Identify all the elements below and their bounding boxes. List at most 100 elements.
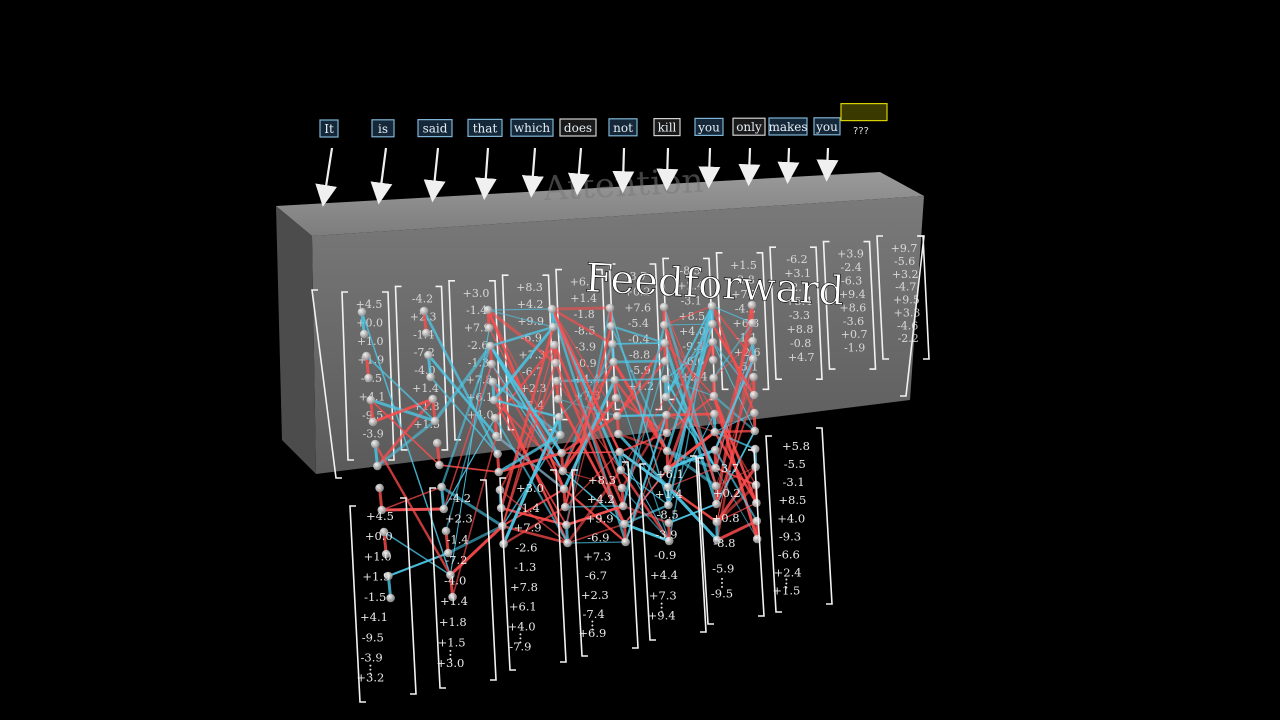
vector-entry: -8.5 [657, 507, 679, 521]
neuron [488, 377, 498, 387]
left-bracket [765, 435, 782, 613]
ff-edge [365, 355, 436, 422]
neuron [750, 444, 760, 454]
ff-edge [381, 486, 442, 511]
ff-edge [490, 363, 565, 490]
left-bracket [341, 291, 354, 461]
input-arrows [315, 147, 839, 207]
vector-entry: +0.8 [712, 511, 740, 525]
ff-edge [614, 378, 666, 381]
neuron [379, 527, 389, 537]
vector-entry: -3.1 [783, 475, 805, 489]
neuron [448, 592, 457, 602]
neuron [614, 429, 623, 439]
left-bracket [394, 285, 408, 451]
vector-entry: -2.7 [788, 281, 809, 294]
ellipsis-dot [591, 624, 594, 627]
token-box [371, 119, 395, 138]
neuron [547, 304, 557, 314]
ff-edge [562, 361, 615, 472]
token-box [694, 117, 724, 137]
ellipsis-dot [519, 641, 522, 644]
neuron [748, 318, 757, 328]
neuron [381, 549, 391, 559]
ff-edge [667, 467, 716, 488]
left-bracket [639, 463, 656, 641]
vector-entry: -3.7 [717, 461, 739, 475]
neuron [484, 323, 494, 333]
ff-edge [616, 360, 667, 417]
vector-entry: +1.0 [357, 335, 384, 348]
vector-entry: +7.7 [731, 288, 758, 301]
ff-edge [503, 506, 566, 545]
left-bracket [769, 246, 782, 380]
neuron [373, 461, 382, 471]
vector-entry: +9.5 [893, 294, 920, 307]
right-bracket [690, 455, 707, 633]
neuron [711, 463, 720, 473]
ff-edge [712, 395, 759, 540]
ellipsis-dot [785, 586, 788, 589]
vector-entry: +8.5 [678, 310, 705, 323]
neuron [747, 300, 757, 310]
ff-edge [712, 341, 756, 432]
ff-edge [666, 485, 719, 542]
vector-entry: +6.1 [509, 600, 537, 614]
neuron [386, 593, 395, 603]
vector-entry: +9.7 [891, 242, 918, 255]
vector-entry: -0.9 [654, 548, 676, 562]
ff-edge [711, 305, 753, 324]
vector-entry: +9.4 [648, 609, 676, 623]
vector-entry: +0.0 [356, 317, 383, 330]
token-text: not [613, 121, 633, 135]
token-box [813, 117, 841, 136]
neuron [752, 516, 762, 526]
left-bracket [349, 505, 366, 703]
upper-vector: +9.7-5.6+3.2-4.7+9.5+3.3-4.6-2.2 [876, 235, 930, 360]
vector-entry: -1.8 [574, 308, 595, 321]
vector-entry: -3.7 [626, 270, 647, 283]
ff-edge [487, 308, 553, 311]
ff-edge [714, 322, 754, 469]
ff-edge [663, 324, 718, 487]
token-box [840, 102, 888, 122]
ff-edge [712, 322, 754, 379]
neuron [375, 483, 384, 493]
vector-entry: +1.9 [362, 570, 390, 584]
right-bracket [756, 252, 770, 391]
token-box [732, 117, 766, 136]
neuron [486, 341, 495, 351]
neuron [707, 301, 717, 311]
right-bracket [816, 427, 833, 605]
ff-edge [713, 413, 757, 486]
ff-edge [711, 323, 756, 396]
vector-entry: +4.2 [517, 298, 544, 311]
ff-edge [493, 398, 560, 419]
token-text: It [324, 122, 334, 136]
ff-edge [429, 376, 499, 455]
vector-entry: -2.8 [733, 273, 754, 286]
right-bracket [480, 479, 497, 681]
vector-entry: -3.9 [361, 651, 383, 665]
neuron [749, 390, 759, 400]
right-bracket [748, 449, 765, 617]
neuron [557, 448, 566, 458]
input-arrow [474, 147, 497, 201]
vector-entry: +1.5 [730, 259, 757, 272]
neuron [618, 501, 628, 511]
vector-entry: -6.9 [587, 530, 609, 544]
vector-entry: -1.3 [514, 560, 536, 574]
neuron [554, 412, 564, 422]
neuron [493, 449, 502, 459]
right-bracket [810, 246, 823, 380]
vector-entry: -8.8 [629, 348, 650, 361]
vector-entry: -5.4 [628, 317, 649, 330]
vector-entry: +4.1 [360, 610, 388, 624]
left-bracket [499, 477, 516, 671]
vector-entry: +1.5 [772, 584, 800, 598]
neuron [615, 447, 624, 457]
vector-entry: +8.3 [516, 281, 543, 294]
neuron [362, 351, 371, 361]
token-box [559, 118, 597, 137]
ff-edge [449, 524, 504, 577]
